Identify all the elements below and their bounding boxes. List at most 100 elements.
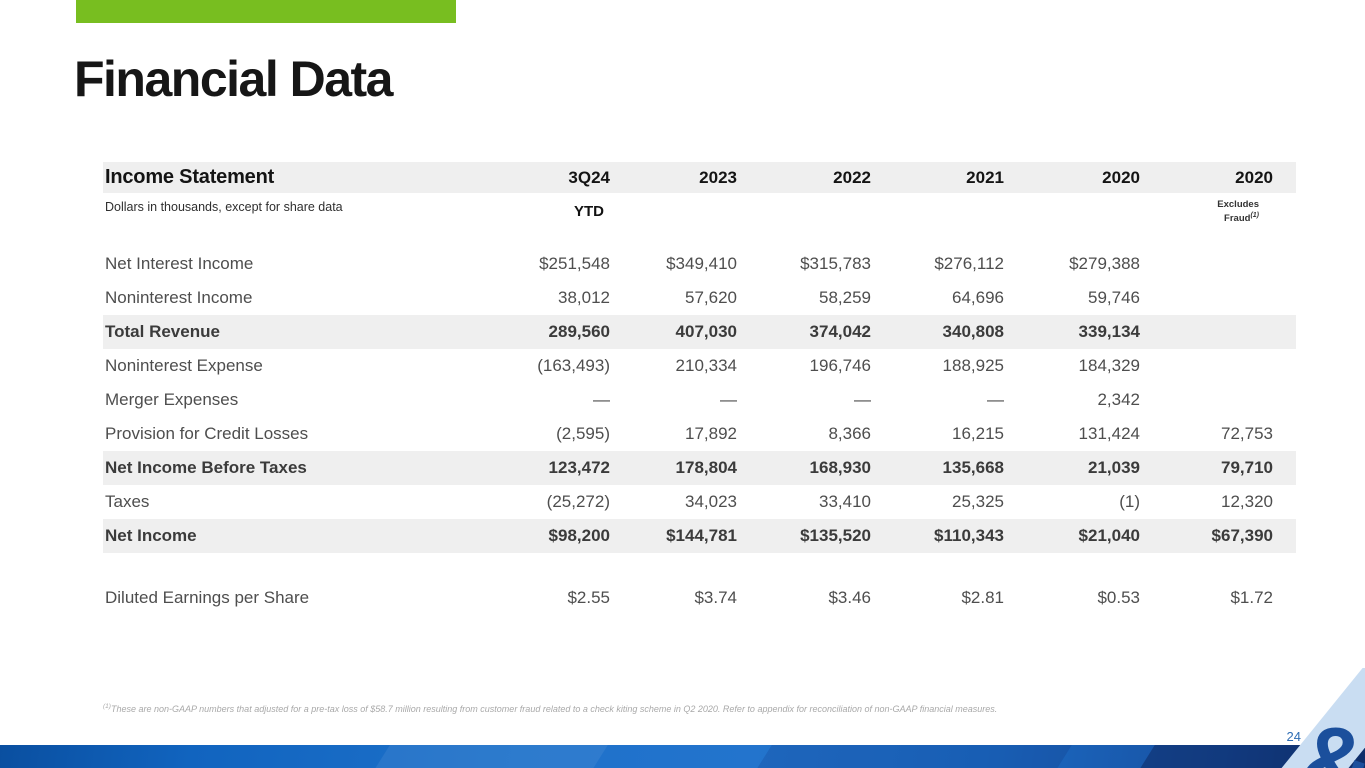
cell: 38,012 (558, 288, 610, 307)
cell: 34,023 (685, 492, 737, 511)
table-title: Income Statement (105, 166, 275, 188)
cell: 25,325 (952, 492, 1004, 511)
table-row: Noninterest Expense (163,493) 210,334 196,… (103, 349, 1296, 383)
accent-bar (76, 0, 456, 23)
page-title: Financial Data (74, 51, 394, 107)
cell: 135,668 (942, 458, 1004, 477)
column-header-2022: 2022 (833, 167, 871, 187)
cell: $349,410 (666, 254, 737, 273)
cell: $315,783 (800, 254, 871, 273)
cell: $144,781 (666, 526, 737, 545)
ampersand-icon: & (1299, 712, 1365, 768)
footer-shape (753, 745, 1076, 768)
cell: 2,342 (1097, 390, 1140, 409)
table-row: Total Revenue 289,560 407,030 374,042 340,8… (103, 315, 1296, 349)
cell: $135,520 (800, 526, 871, 545)
cell: 131,424 (1078, 424, 1140, 443)
cell: 16,215 (952, 424, 1004, 443)
cell: 210,334 (675, 356, 737, 375)
cell: 8,366 (828, 424, 871, 443)
cell: $98,200 (548, 526, 610, 545)
table-row: Net Income Before Taxes 123,472 178,804 16… (103, 451, 1296, 485)
cell: 407,030 (675, 322, 737, 341)
units-note: Dollars in thousands, except for share d… (105, 200, 343, 214)
footer-bar (0, 745, 1365, 768)
row-label: Net Interest Income (105, 254, 254, 273)
excludes-fraud-label: Excludes Fraud(1) (1140, 199, 1273, 224)
eps-row-container: Diluted Earnings per Share $2.55 $3.74 $3.… (103, 581, 1296, 615)
row-label: Taxes (105, 492, 150, 511)
cell: (1) (1119, 492, 1140, 511)
table-row: Diluted Earnings per Share $2.55 $3.74 $3.… (103, 581, 1296, 615)
cell: 178,804 (675, 458, 737, 477)
footnote-ref: (1) (103, 703, 111, 710)
cell: (2,595) (556, 424, 610, 443)
cell: $3.46 (828, 588, 871, 607)
footnote: (1)These are non-GAAP numbers that adjus… (103, 703, 1103, 714)
cell: $1.72 (1230, 588, 1273, 607)
table-body: Net Interest Income $251,548 $349,410 $315… (103, 247, 1296, 553)
cell: 339,134 (1078, 322, 1140, 341)
table-header-row: Income Statement 3Q24 2023 2022 2021 202… (103, 162, 1296, 193)
cell: 184,329 (1078, 356, 1140, 375)
cell: 33,410 (819, 492, 871, 511)
cell: $279,388 (1069, 254, 1140, 273)
column-header-2021: 2021 (966, 167, 1004, 187)
income-statement-table: Income Statement 3Q24 2023 2022 2021 202… (103, 162, 1296, 615)
cell: $2.55 (567, 588, 610, 607)
footnote-text: These are non-GAAP numbers that adjusted… (110, 704, 998, 714)
column-header-3q24: 3Q24 (568, 167, 610, 187)
cell: 168,930 (809, 458, 871, 477)
cell: 57,620 (685, 288, 737, 307)
cell: 123,472 (548, 458, 610, 477)
cell: 79,710 (1221, 458, 1273, 477)
cell: $67,390 (1211, 526, 1273, 545)
row-label: Noninterest Income (105, 288, 253, 307)
row-label: Diluted Earnings per Share (105, 588, 310, 607)
cell: — (854, 390, 871, 409)
cell: 196,746 (809, 356, 871, 375)
cell: 12,320 (1221, 492, 1273, 511)
cell: 21,039 (1088, 458, 1140, 477)
column-header-2020-excl: 2020 (1235, 167, 1273, 187)
cell: 64,696 (952, 288, 1004, 307)
page-number: 24 (1286, 729, 1301, 744)
cell: 340,808 (942, 322, 1004, 341)
cell: $251,548 (539, 254, 610, 273)
table-row: Net Income $98,200 $144,781 $135,520 $110,3… (103, 519, 1296, 553)
cell: (163,493) (537, 356, 610, 375)
footnote-ref-superscript: (1) (1250, 211, 1259, 219)
cell: — (987, 390, 1004, 409)
table-row: Net Interest Income $251,548 $349,410 $315… (103, 247, 1296, 281)
cell: 59,746 (1088, 288, 1140, 307)
row-label: Merger Expenses (105, 390, 239, 409)
footer-shape (371, 745, 612, 768)
table-row: Taxes (25,272) 34,023 33,410 25,325 (1) 12,32… (103, 485, 1296, 519)
cell: $3.74 (694, 588, 737, 607)
column-header-2020: 2020 (1102, 167, 1140, 187)
cell: 72,753 (1221, 424, 1273, 443)
cell: $0.53 (1097, 588, 1140, 607)
table-row: Merger Expenses — — — — 2,342 (103, 383, 1296, 417)
cell: 58,259 (819, 288, 871, 307)
ytd-label: YTD (574, 203, 604, 220)
excludes-word: Excludes (1217, 199, 1259, 210)
cell: (25,272) (546, 492, 610, 511)
fraud-word: Fraud (1224, 212, 1251, 224)
table-row: Provision for Credit Losses (2,595) 17,89… (103, 417, 1296, 451)
cell: $2.81 (961, 588, 1004, 607)
cell: 289,560 (548, 322, 610, 341)
cell: 374,042 (809, 322, 871, 341)
cell: $110,343 (934, 526, 1004, 545)
cell: $21,040 (1078, 526, 1140, 545)
row-label: Noninterest Expense (105, 356, 263, 375)
cell: $276,112 (934, 254, 1004, 273)
row-label: Net Income Before Taxes (105, 458, 307, 477)
ampersand-logo: & (1253, 668, 1365, 768)
cell: 188,925 (942, 356, 1004, 375)
table-subheader-row: Dollars in thousands, except for share d… (103, 193, 1296, 247)
cell: — (720, 390, 737, 409)
table-row: Noninterest Income 38,012 57,620 58,259 64,… (103, 281, 1296, 315)
row-label: Provision for Credit Losses (105, 424, 309, 443)
